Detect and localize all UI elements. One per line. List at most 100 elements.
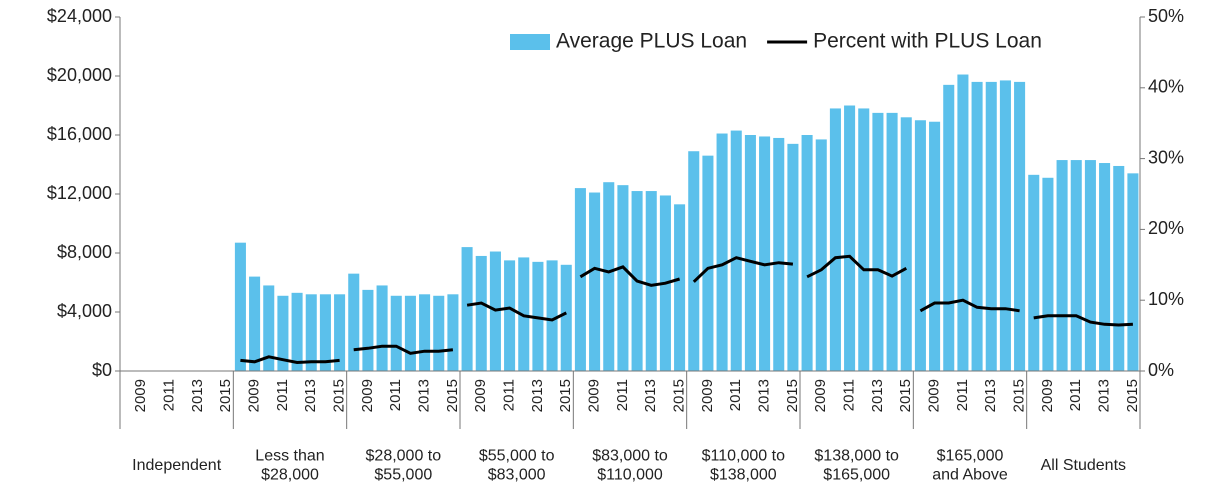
- x-tick-label: 2009: [246, 379, 263, 412]
- y2-tick-label: 0%: [1148, 360, 1174, 380]
- x-tick-label: 2011: [954, 379, 971, 411]
- bar: [773, 137, 785, 371]
- bar: [971, 81, 983, 372]
- bar: [787, 143, 799, 371]
- bar: [801, 135, 813, 371]
- x-tick-label: 2011: [501, 379, 518, 411]
- x-tick-label: 2013: [189, 379, 206, 412]
- line: [692, 256, 794, 283]
- bar: [815, 139, 827, 371]
- bar: [900, 117, 912, 371]
- bar: [617, 185, 629, 371]
- group-label: Less than: [255, 448, 324, 465]
- x-tick-label: 2009: [926, 379, 943, 412]
- y2-tick-label: 30%: [1148, 147, 1184, 167]
- x-tick-label: 2009: [699, 379, 716, 412]
- bar: [319, 294, 331, 371]
- x-tick-label: 2013: [869, 379, 886, 412]
- bar: [759, 136, 771, 371]
- y-tick-label: $8,000: [57, 242, 112, 262]
- y-tick-label: $16,000: [47, 124, 112, 144]
- group-label: $138,000: [710, 467, 777, 484]
- bar: [730, 130, 742, 371]
- group-label: $83,000: [488, 467, 546, 484]
- bar: [475, 255, 487, 371]
- x-tick-label: 2015: [331, 379, 348, 412]
- legend-swatch: [510, 34, 550, 50]
- line: [919, 298, 1020, 313]
- x-tick-label: 2013: [416, 379, 433, 412]
- bar: [858, 108, 870, 371]
- group-label: $28,000: [261, 467, 319, 484]
- group-label: $28,000 to: [366, 448, 442, 465]
- x-tick-label: 2015: [897, 379, 914, 412]
- x-tick-label: 2009: [586, 379, 603, 412]
- bar: [249, 276, 261, 371]
- bar: [574, 188, 586, 371]
- group-label: $110,000: [597, 467, 663, 484]
- x-tick-label: 2015: [217, 379, 234, 412]
- bar: [419, 294, 431, 371]
- y-tick-label: $24,000: [47, 6, 112, 26]
- line: [806, 254, 908, 279]
- x-tick-label: 2011: [1067, 379, 1084, 411]
- bar: [744, 135, 756, 371]
- bar: [1028, 174, 1040, 371]
- x-tick-label: 2011: [387, 379, 404, 411]
- bar: [914, 120, 926, 371]
- x-tick-label: 2009: [472, 379, 489, 412]
- x-tick-label: 2015: [444, 379, 461, 412]
- bar: [504, 260, 516, 371]
- bar: [1084, 160, 1096, 371]
- bar: [1070, 160, 1082, 371]
- line: [353, 344, 454, 355]
- bar: [872, 112, 884, 371]
- bar: [1014, 81, 1026, 372]
- bar: [376, 285, 388, 371]
- bar: [688, 151, 700, 371]
- bar: [829, 108, 841, 371]
- x-tick-label: 2013: [302, 379, 319, 412]
- bar: [277, 295, 289, 371]
- bar: [404, 295, 416, 371]
- x-tick-label: 2015: [784, 379, 801, 412]
- bar: [334, 294, 346, 371]
- group-label: $165,000: [823, 467, 890, 484]
- x-tick-label: 2011: [727, 379, 744, 411]
- bar: [447, 294, 459, 371]
- group-label: $55,000: [374, 467, 432, 484]
- bar: [999, 80, 1011, 372]
- line: [1033, 314, 1133, 327]
- bar: [674, 204, 686, 371]
- group-label: and Above: [932, 467, 1008, 484]
- group-label: All Students: [1041, 457, 1126, 474]
- group-label: $165,000: [937, 448, 1004, 465]
- legend-label: Average PLUS Loan: [556, 30, 747, 53]
- bar: [305, 294, 317, 371]
- x-tick-label: 2013: [982, 379, 999, 412]
- bar: [348, 273, 360, 371]
- group-label: $55,000 to: [479, 448, 555, 465]
- bar: [263, 285, 275, 371]
- bar: [291, 292, 303, 371]
- bar: [461, 247, 473, 371]
- bar: [716, 133, 728, 371]
- x-tick-label: 2015: [557, 379, 574, 412]
- bar: [645, 191, 657, 371]
- bar: [1127, 173, 1139, 371]
- group-label: $83,000 to: [592, 448, 668, 465]
- bar: [1099, 163, 1111, 371]
- y2-tick-label: 10%: [1148, 289, 1184, 309]
- x-tick-label: 2011: [614, 379, 631, 411]
- x-tick-label: 2015: [671, 379, 688, 412]
- bar: [390, 295, 402, 371]
- x-tick-label: 2013: [1096, 379, 1113, 412]
- line: [240, 355, 340, 365]
- y2-tick-label: 20%: [1148, 218, 1184, 238]
- legend-label: Percent with PLUS Loan: [813, 30, 1042, 53]
- x-tick-label: 2009: [132, 379, 149, 412]
- bar: [1042, 177, 1054, 371]
- x-tick-label: 2009: [359, 379, 376, 412]
- y-tick-label: $12,000: [47, 183, 112, 203]
